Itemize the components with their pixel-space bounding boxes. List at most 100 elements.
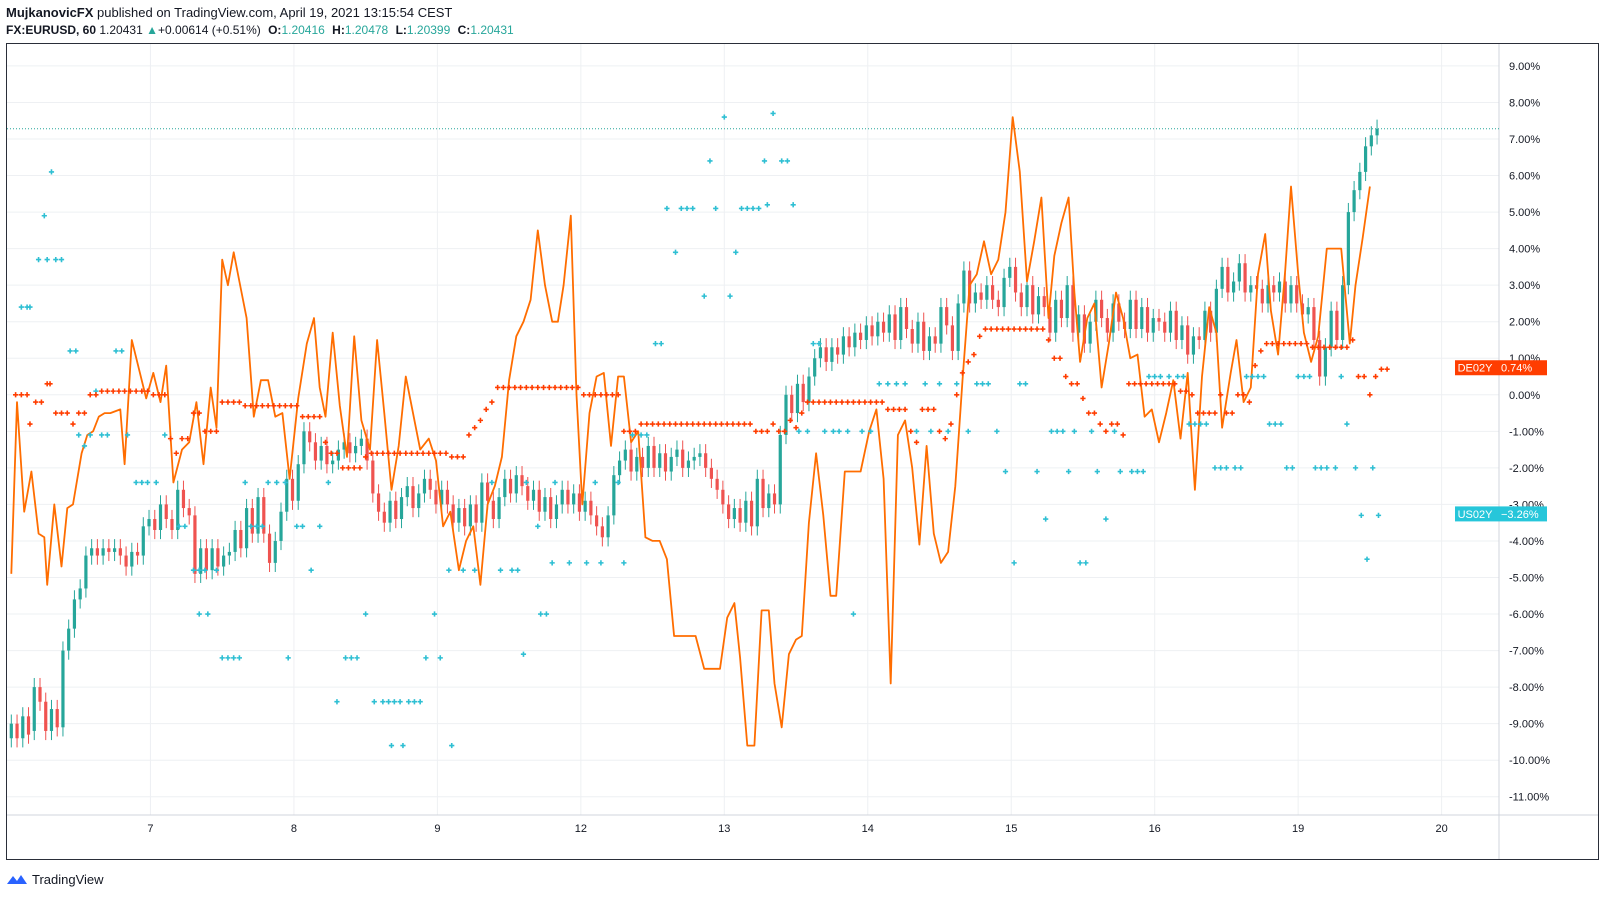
tradingview-brand[interactable]: TradingView	[32, 871, 104, 887]
series-tag-value-text: 0.74%	[1501, 363, 1532, 375]
de-marker	[1051, 355, 1057, 361]
de-marker	[483, 406, 489, 413]
us-marker	[153, 479, 159, 486]
candle	[715, 478, 719, 490]
time-axis-label: 7	[147, 823, 153, 835]
de-marker	[827, 399, 834, 405]
de-marker	[1183, 388, 1189, 394]
us-marker	[1152, 373, 1158, 380]
series-tag-name[interactable]	[1455, 506, 1495, 522]
de-marker	[552, 384, 558, 391]
candle	[841, 336, 845, 355]
de-marker	[259, 403, 265, 409]
de-marker	[1137, 381, 1143, 387]
de-marker	[254, 403, 260, 409]
candle	[49, 709, 54, 731]
candle	[302, 431, 306, 465]
us-marker	[437, 655, 443, 661]
de-marker	[873, 399, 879, 405]
de-marker	[265, 403, 271, 409]
footer: TradingView	[6, 868, 104, 890]
us-marker	[124, 432, 131, 438]
de-marker	[38, 399, 45, 405]
candle	[61, 650, 65, 728]
candle	[1197, 336, 1201, 340]
us-marker	[744, 205, 750, 212]
candle	[1214, 288, 1218, 333]
candle	[90, 548, 94, 556]
candle	[681, 449, 685, 468]
de-marker	[477, 417, 484, 423]
de-marker	[47, 381, 53, 387]
us-marker	[213, 567, 220, 573]
us-marker	[566, 560, 572, 566]
candle	[640, 456, 645, 468]
de-marker	[27, 421, 33, 427]
candle	[566, 489, 570, 505]
chart-header: MujkanovicFX published on TradingView.co…	[6, 4, 1596, 39]
price-chart[interactable]: 9.00% 8.00% 7.00% 6.00% 5.00% 4.00% 3.00% 2.00%…	[7, 44, 1598, 859]
us-marker	[1212, 465, 1218, 471]
candle	[549, 497, 553, 520]
us-marker	[1192, 421, 1198, 427]
candle	[738, 508, 742, 523]
low-label: L:	[395, 23, 407, 37]
de-marker	[1235, 392, 1241, 398]
candle	[1128, 299, 1132, 330]
de-marker	[179, 436, 185, 442]
candle	[595, 515, 599, 527]
candle	[267, 533, 272, 563]
us-marker	[317, 523, 323, 529]
candle	[537, 489, 541, 512]
us-marker	[1048, 428, 1054, 434]
close-label: C:	[457, 23, 471, 37]
price-axis-label: -10.00%	[1509, 755, 1550, 767]
candle	[72, 599, 77, 629]
chart-frame[interactable]: 9.00% 8.00% 7.00% 6.00% 5.00% 4.00% 3.00% 2.00%…	[6, 43, 1599, 860]
candle	[1346, 212, 1350, 286]
de-marker	[334, 450, 340, 456]
de-marker	[776, 428, 782, 434]
us-marker	[1034, 468, 1040, 475]
us-marker	[1198, 421, 1204, 427]
candle	[744, 500, 748, 523]
tradingview-logo-icon[interactable]	[6, 872, 28, 886]
symbol-label[interactable]: FX:EURUSD, 60	[6, 23, 97, 37]
candle	[497, 497, 501, 520]
open-value: 1.20416	[281, 23, 325, 37]
de-marker	[908, 428, 914, 434]
candle	[9, 723, 13, 739]
candle	[956, 303, 960, 351]
de-marker	[1241, 392, 1247, 398]
de-marker	[948, 421, 954, 427]
us-marker	[1146, 373, 1152, 380]
us-marker	[242, 479, 248, 486]
de-marker	[139, 388, 145, 394]
time-axis-label: 13	[718, 823, 730, 835]
series-tag-name-text: DE02Y	[1458, 363, 1494, 375]
de-marker	[661, 421, 667, 427]
de-marker	[1040, 326, 1046, 332]
price-axis-label: -9.00%	[1509, 719, 1544, 731]
us-marker	[354, 655, 360, 661]
us-marker	[713, 205, 719, 212]
candle	[1174, 310, 1178, 340]
us-marker	[1077, 560, 1083, 566]
us-marker	[1140, 468, 1146, 475]
candle	[543, 497, 547, 512]
us-marker	[371, 699, 377, 705]
de-marker	[1034, 326, 1040, 332]
us-marker	[1088, 428, 1095, 434]
us-marker	[144, 479, 151, 486]
de-marker	[764, 428, 770, 434]
candle	[709, 467, 713, 479]
candle	[164, 504, 168, 520]
us-marker	[796, 428, 802, 434]
de-marker	[196, 410, 202, 416]
candle	[1008, 266, 1012, 278]
candle	[26, 716, 31, 735]
candle	[256, 497, 260, 534]
series-tag-name[interactable]	[1455, 360, 1495, 376]
author-name[interactable]: MujkanovicFX	[6, 5, 94, 20]
us-marker	[1175, 373, 1181, 380]
